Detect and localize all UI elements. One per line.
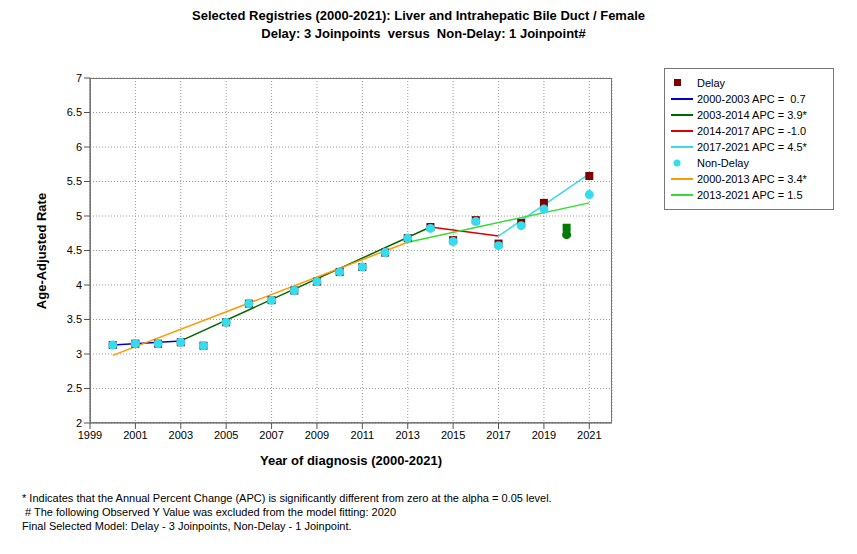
svg-text:6.5: 6.5 [67,106,82,118]
svg-text:1999: 1999 [78,429,102,441]
html-text:Final Selected Model: Delay -: Final Selected Model: Delay - 3 Joinpoin… [22,520,352,532]
svg-text:3.5: 3.5 [67,313,82,325]
svg-text:2017: 2017 [486,429,510,441]
html-text:2014-2017 APC = -1.0: 2014-2017 APC = -1.0 [697,125,807,137]
html-text:Delay: Delay [697,77,726,89]
svg-text:2013: 2013 [395,429,419,441]
svg-text:2.5: 2.5 [67,382,82,394]
html-text:Non-Delay: Non-Delay [697,157,749,169]
html-text:Delay: 3 Joinpoints versus Non: Delay: 3 Joinpoints versus Non-Delay: 1 … [261,26,586,41]
html-text:Age-Adjusted Rate: Age-Adjusted Rate [34,192,49,309]
svg-text:2: 2 [76,417,82,429]
svg-text:6: 6 [76,141,82,153]
svg-text:2001: 2001 [123,429,147,441]
svg-text:2021: 2021 [577,429,601,441]
svg-text:2007: 2007 [259,429,283,441]
svg-text:2009: 2009 [305,429,329,441]
html-text:2003-2014 APC = 3.9*: 2003-2014 APC = 3.9* [697,109,807,121]
svg-text:5: 5 [76,210,82,222]
svg-text:2011: 2011 [351,429,375,441]
html-text:2000-2013 APC = 3.4*: 2000-2013 APC = 3.4* [697,173,807,185]
html-text:2013-2021 APC = 1.5: 2013-2021 APC = 1.5 [697,189,803,201]
svg-text:3: 3 [76,348,82,360]
svg-text:5.5: 5.5 [67,175,82,187]
html-text:Year of diagnosis (2000-2021): Year of diagnosis (2000-2021) [260,453,442,468]
svg-text:2015: 2015 [441,429,465,441]
html-text:2000-2003 APC = 0.7: 2000-2003 APC = 0.7 [697,93,806,105]
html-text:# The following Observed Y Val: # The following Observed Y Value was exc… [22,506,396,518]
svg-text:2019: 2019 [532,429,556,441]
html-text:* Indicates that the Annual Pe: * Indicates that the Annual Percent Chan… [22,492,552,504]
svg-text:2005: 2005 [214,429,238,441]
svg-text:7: 7 [76,72,82,84]
svg-text:4.5: 4.5 [67,244,82,256]
svg-text:2003: 2003 [169,429,193,441]
svg-text:4: 4 [76,279,82,291]
html-text:Selected Registries (2000-2021: Selected Registries (2000-2021): Liver a… [192,8,645,23]
html-text:2017-2021 APC = 4.5*: 2017-2021 APC = 4.5* [697,141,807,153]
